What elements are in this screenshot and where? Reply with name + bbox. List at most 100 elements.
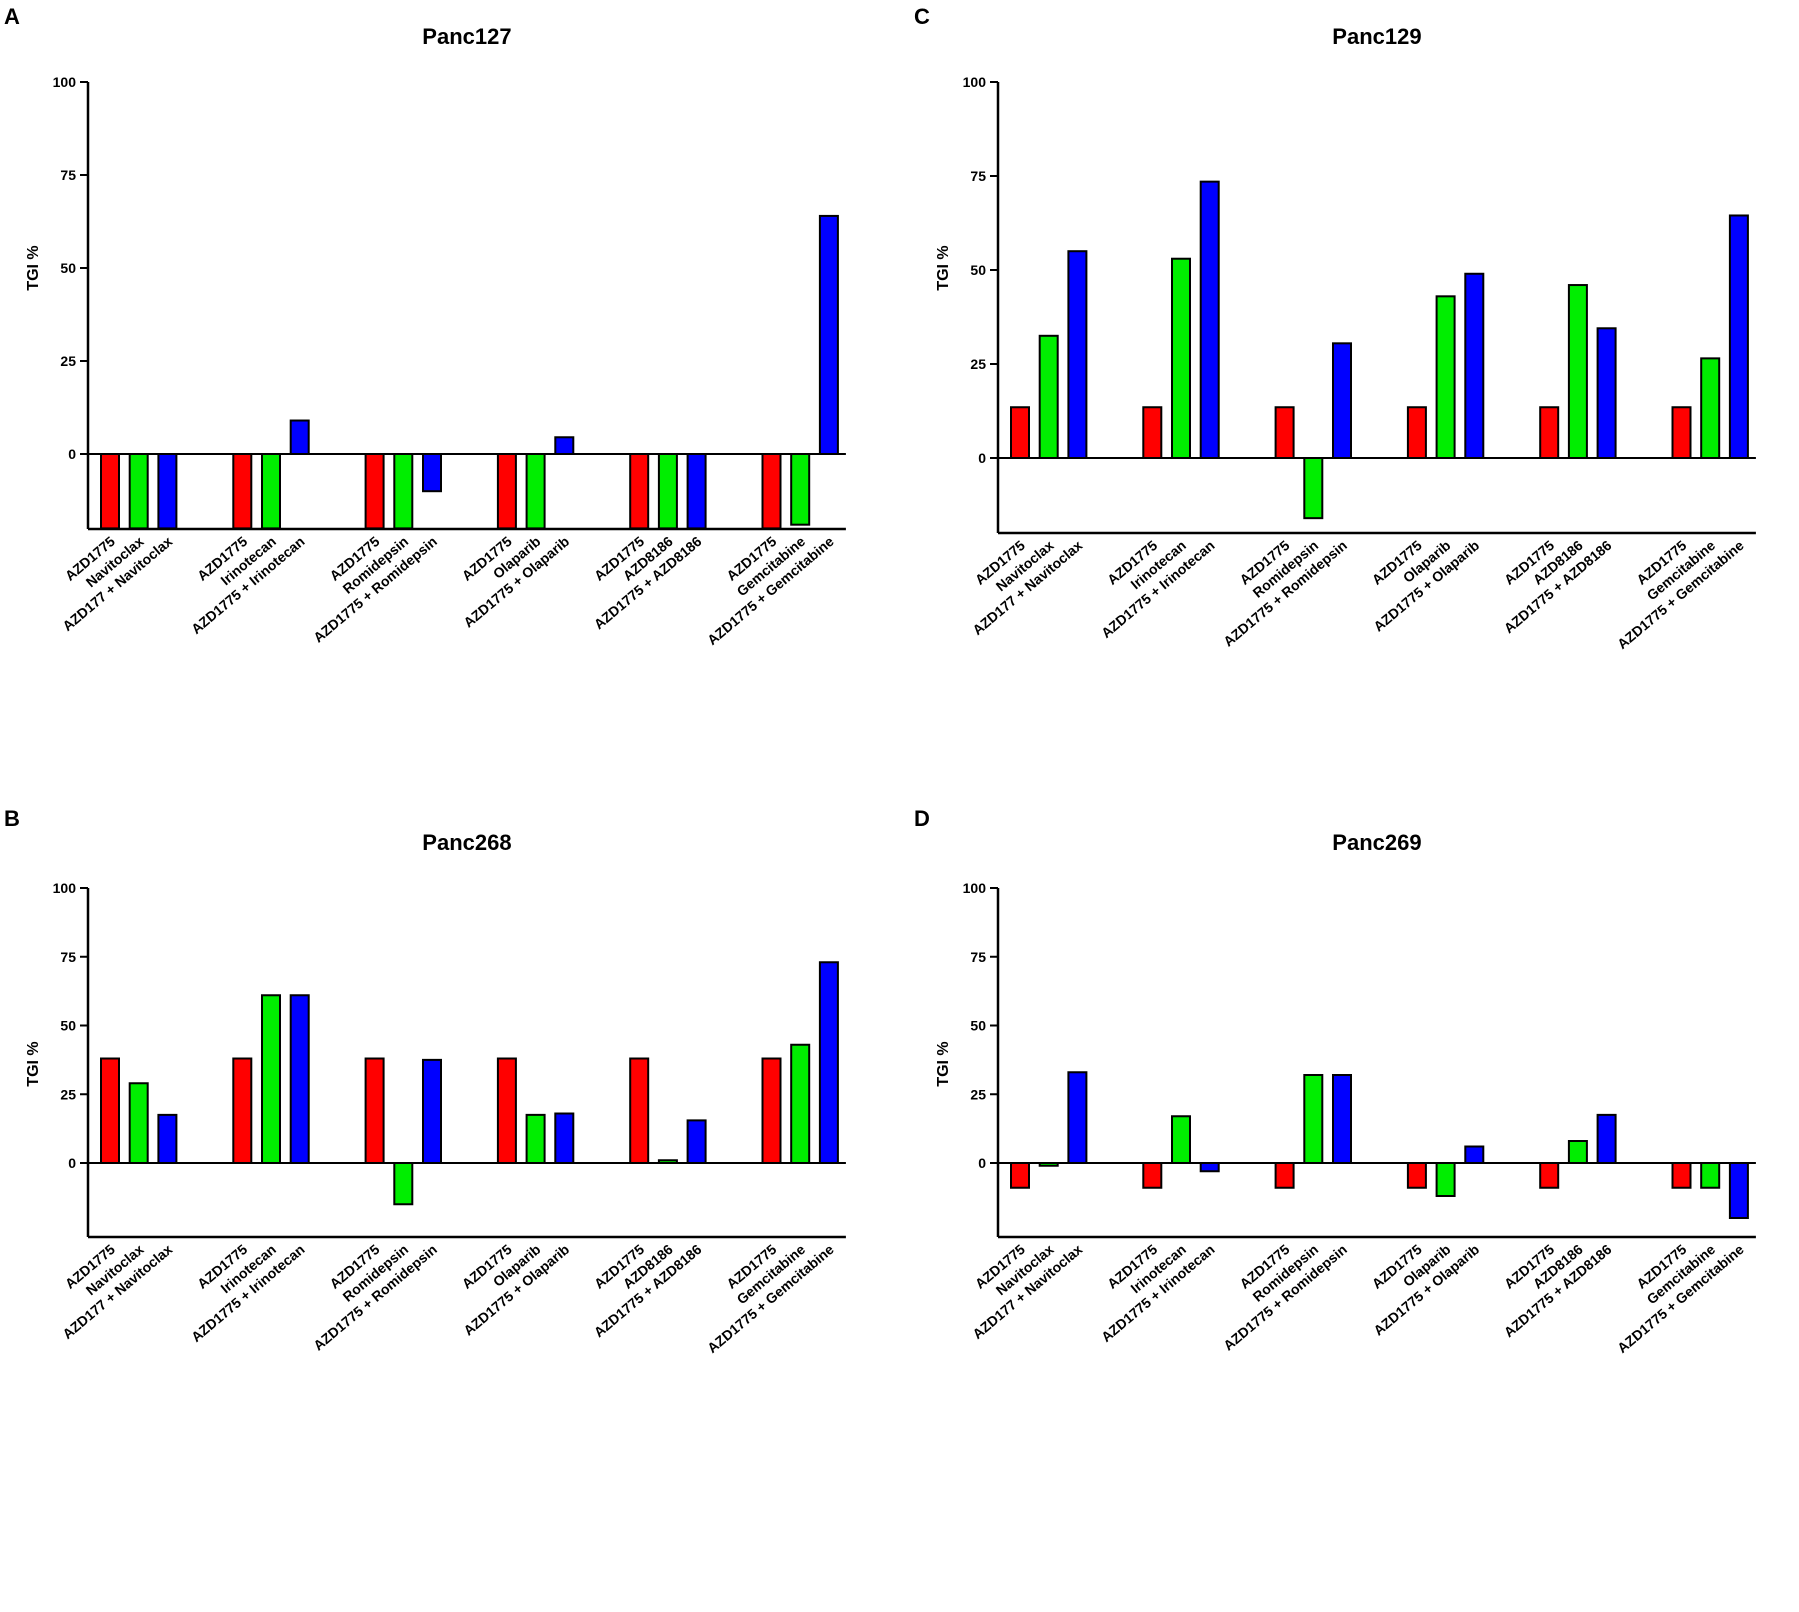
- bar: [1671, 406, 1692, 459]
- bar: [1435, 295, 1456, 459]
- bar: [496, 1057, 517, 1164]
- y-tick-label: 25: [970, 356, 986, 372]
- y-tick-label: 50: [60, 260, 76, 276]
- bar: [554, 436, 575, 456]
- bar: [818, 214, 839, 455]
- bar: [232, 1057, 253, 1164]
- bar: [1303, 1074, 1324, 1164]
- y-tick-label: 100: [53, 880, 77, 896]
- bar: [364, 453, 385, 530]
- bar: [686, 1119, 707, 1164]
- bar: [1142, 1162, 1163, 1189]
- bar: [1596, 327, 1617, 459]
- bar: [1700, 1162, 1721, 1189]
- bar: [686, 453, 707, 530]
- bar: [1596, 1113, 1617, 1164]
- bar: [1171, 1115, 1191, 1164]
- y-tick-label: 50: [970, 1018, 986, 1034]
- bar: [1303, 457, 1324, 520]
- bar: [1010, 406, 1030, 459]
- bar: [100, 453, 120, 530]
- bar: [1199, 180, 1220, 459]
- chart-title: Panc268: [422, 830, 511, 855]
- y-tick-label: 75: [60, 949, 76, 965]
- bar: [128, 1082, 149, 1164]
- bar: [1199, 1162, 1220, 1173]
- bar: [289, 994, 310, 1164]
- y-tick-label: 0: [978, 450, 986, 466]
- bar: [1010, 1162, 1030, 1189]
- y-tick-label: 25: [60, 353, 76, 369]
- chart-panel-b: B Panc268 TGI % 0 25 50 75 100 AZD1775 Navitoclax…: [0, 806, 890, 1612]
- bar: [232, 453, 253, 530]
- bar: [128, 453, 149, 530]
- bar: [1171, 257, 1191, 459]
- bar: [157, 1113, 178, 1164]
- x-tick-label: AZD1775 + Irinotecan: [1098, 537, 1218, 641]
- bar: [657, 453, 678, 530]
- bar: [393, 1162, 414, 1206]
- chart-panel-a: A Panc127 TGI % 0 25 50 75 100 AZD1775 Navitoclax…: [0, 0, 890, 811]
- bar: [629, 453, 650, 530]
- bar: [1332, 1074, 1352, 1164]
- panel-letter: D: [914, 806, 930, 831]
- bar: [1067, 250, 1088, 459]
- bar: [261, 994, 281, 1164]
- panel-letter: B: [4, 806, 20, 831]
- y-tick-label: 75: [60, 167, 76, 183]
- y-axis-label: TGI %: [25, 1041, 42, 1086]
- y-axis-label: TGI %: [25, 245, 42, 290]
- bar: [790, 1043, 811, 1164]
- bar: [1406, 1162, 1427, 1189]
- bar: [1274, 1162, 1295, 1189]
- y-tick-label: 75: [970, 949, 986, 965]
- bar: [1700, 357, 1721, 459]
- y-tick-label: 25: [970, 1086, 986, 1102]
- bar: [1539, 406, 1560, 459]
- bar: [1464, 272, 1485, 460]
- y-tick-label: 75: [970, 168, 986, 184]
- bar: [1728, 1162, 1749, 1219]
- y-tick-label: 50: [970, 262, 986, 278]
- y-axis-label: TGI %: [935, 1041, 952, 1086]
- chart-title: Panc127: [422, 24, 511, 49]
- bar: [289, 419, 310, 455]
- x-tick-label: AZD1775 + Irinotecan: [188, 533, 308, 637]
- bar: [1728, 214, 1749, 459]
- y-tick-label: 100: [53, 74, 77, 90]
- bar: [157, 453, 178, 530]
- bar: [364, 1057, 385, 1164]
- bar: [1038, 334, 1059, 459]
- bar: [496, 453, 517, 530]
- bar: [100, 1057, 120, 1164]
- bar: [818, 961, 839, 1164]
- y-tick-label: 0: [68, 446, 76, 462]
- y-tick-label: 0: [978, 1155, 986, 1171]
- y-tick-label: 100: [963, 880, 987, 896]
- bar: [1274, 406, 1295, 459]
- bar: [422, 1058, 442, 1164]
- bar: [1332, 342, 1352, 460]
- bar: [1406, 406, 1427, 459]
- chart-panel-d: D Panc269 TGI % 0 25 50 75 100 AZD1775 Navitoclax…: [910, 806, 1799, 1612]
- chart-title: Panc129: [1332, 24, 1421, 49]
- bar: [790, 453, 811, 526]
- bar: [554, 1112, 575, 1164]
- y-tick-label: 100: [963, 74, 987, 90]
- panel-letter: A: [4, 4, 20, 29]
- bar: [1671, 1162, 1692, 1189]
- bar: [629, 1057, 650, 1164]
- bar: [1464, 1145, 1485, 1164]
- bar: [525, 453, 546, 530]
- bar: [1435, 1162, 1456, 1197]
- y-tick-label: 0: [68, 1155, 76, 1171]
- y-tick-label: 50: [60, 1018, 76, 1034]
- bar: [422, 453, 442, 493]
- x-tick-label: AZD1775 + Irinotecan: [188, 1241, 308, 1345]
- bar: [1567, 1140, 1588, 1164]
- bar: [1067, 1071, 1088, 1164]
